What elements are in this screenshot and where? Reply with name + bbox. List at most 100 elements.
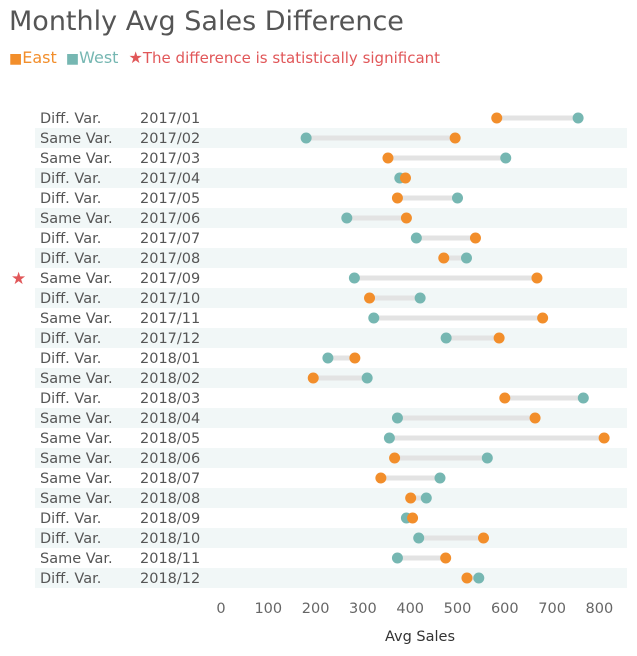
west-point xyxy=(434,472,446,484)
row-band xyxy=(35,528,627,548)
east-point xyxy=(375,472,387,484)
row-band xyxy=(35,168,627,188)
west-point xyxy=(500,152,512,164)
legend-west-swatch: ■ xyxy=(65,51,80,67)
west-point xyxy=(460,252,472,264)
variance-label: Diff. Var. xyxy=(40,351,101,367)
variance-label: Same Var. xyxy=(40,311,113,327)
month-label: 2018/07 xyxy=(140,471,200,487)
west-point xyxy=(410,232,422,244)
month-label: 2017/01 xyxy=(140,111,200,127)
legend-significance-label: The difference is statistically signific… xyxy=(142,49,441,67)
x-tick-label: 500 xyxy=(444,601,472,617)
row-band xyxy=(35,568,627,588)
west-point xyxy=(341,212,353,224)
month-label: 2017/07 xyxy=(140,231,200,247)
month-label: 2017/08 xyxy=(140,251,200,267)
variance-label: Diff. Var. xyxy=(40,571,101,587)
variance-label: Same Var. xyxy=(40,431,113,447)
variance-label: Same Var. xyxy=(40,451,113,467)
month-label: 2018/04 xyxy=(140,411,200,427)
west-point xyxy=(413,532,425,544)
west-point xyxy=(473,572,485,584)
west-point xyxy=(572,112,584,124)
chart-title: Monthly Avg Sales Difference xyxy=(9,6,404,37)
x-tick-label: 300 xyxy=(349,601,377,617)
variance-label: Diff. Var. xyxy=(40,291,101,307)
row-band xyxy=(35,328,627,348)
east-point xyxy=(382,152,394,164)
month-label: 2017/10 xyxy=(140,291,200,307)
variance-label: Same Var. xyxy=(40,491,113,507)
legend-east-label: East xyxy=(22,48,57,67)
month-label: 2017/05 xyxy=(140,191,200,207)
variance-label: Same Var. xyxy=(40,131,113,147)
west-point xyxy=(414,292,426,304)
month-label: 2017/03 xyxy=(140,151,200,167)
month-label: 2018/06 xyxy=(140,451,200,467)
variance-label: Diff. Var. xyxy=(40,191,101,207)
x-tick-label: 100 xyxy=(254,601,282,617)
x-tick-label: 600 xyxy=(491,601,519,617)
east-point xyxy=(537,312,549,324)
variance-label: Same Var. xyxy=(40,411,113,427)
east-point xyxy=(499,392,511,404)
variance-label: Same Var. xyxy=(40,271,113,287)
west-point xyxy=(322,352,334,364)
month-label: 2017/02 xyxy=(140,131,200,147)
row-band xyxy=(35,248,627,268)
east-point xyxy=(438,252,450,264)
east-point xyxy=(407,512,419,524)
month-label: 2018/09 xyxy=(140,511,200,527)
east-point xyxy=(405,492,417,504)
month-label: 2018/03 xyxy=(140,391,200,407)
x-tick-label: 200 xyxy=(302,601,330,617)
east-point xyxy=(493,332,505,344)
variance-label: Same Var. xyxy=(40,151,113,167)
east-point xyxy=(389,452,401,464)
x-tick-label: 700 xyxy=(538,601,566,617)
west-point xyxy=(481,452,493,464)
x-axis: 0 100 200 300 400 500 600 700 800 Avg Sales xyxy=(216,601,613,645)
legend-star-icon: ★ xyxy=(128,48,143,67)
variance-label: Diff. Var. xyxy=(40,171,101,187)
east-point xyxy=(400,212,412,224)
variance-label: Diff. Var. xyxy=(40,391,101,407)
x-tick-label: 800 xyxy=(586,601,614,617)
data-points xyxy=(300,112,610,584)
east-point xyxy=(529,412,541,424)
east-point xyxy=(307,372,319,384)
west-point xyxy=(391,412,403,424)
x-tick-label: 400 xyxy=(396,601,424,617)
west-point xyxy=(348,272,360,284)
variance-label: Same Var. xyxy=(40,551,113,567)
west-point xyxy=(391,552,403,564)
west-point xyxy=(452,192,463,204)
significance-star-icon: ★ xyxy=(11,269,26,289)
month-label: 2017/09 xyxy=(140,271,200,287)
east-point xyxy=(461,572,473,584)
month-label: 2018/11 xyxy=(140,551,200,567)
month-label: 2018/10 xyxy=(140,531,200,547)
legend: ■East ■West ★The difference is statistic… xyxy=(9,48,440,67)
east-point xyxy=(349,352,361,364)
east-point xyxy=(598,432,610,444)
month-label: 2018/08 xyxy=(140,491,200,507)
east-point xyxy=(469,232,481,244)
variance-label: Same Var. xyxy=(40,211,113,227)
variance-label: Same Var. xyxy=(40,471,113,487)
east-point xyxy=(478,532,490,544)
east-point xyxy=(449,132,461,144)
variance-label: Same Var. xyxy=(40,371,113,387)
month-label: 2017/04 xyxy=(140,171,200,187)
row-band xyxy=(35,408,627,428)
row-band xyxy=(35,208,627,228)
variance-label: Diff. Var. xyxy=(40,251,101,267)
variance-label: Diff. Var. xyxy=(40,111,101,127)
east-point xyxy=(391,192,403,204)
row-band xyxy=(35,488,627,508)
east-point xyxy=(531,272,543,284)
west-point xyxy=(300,132,312,144)
month-label: 2018/12 xyxy=(140,571,200,587)
month-label: 2018/01 xyxy=(140,351,200,367)
